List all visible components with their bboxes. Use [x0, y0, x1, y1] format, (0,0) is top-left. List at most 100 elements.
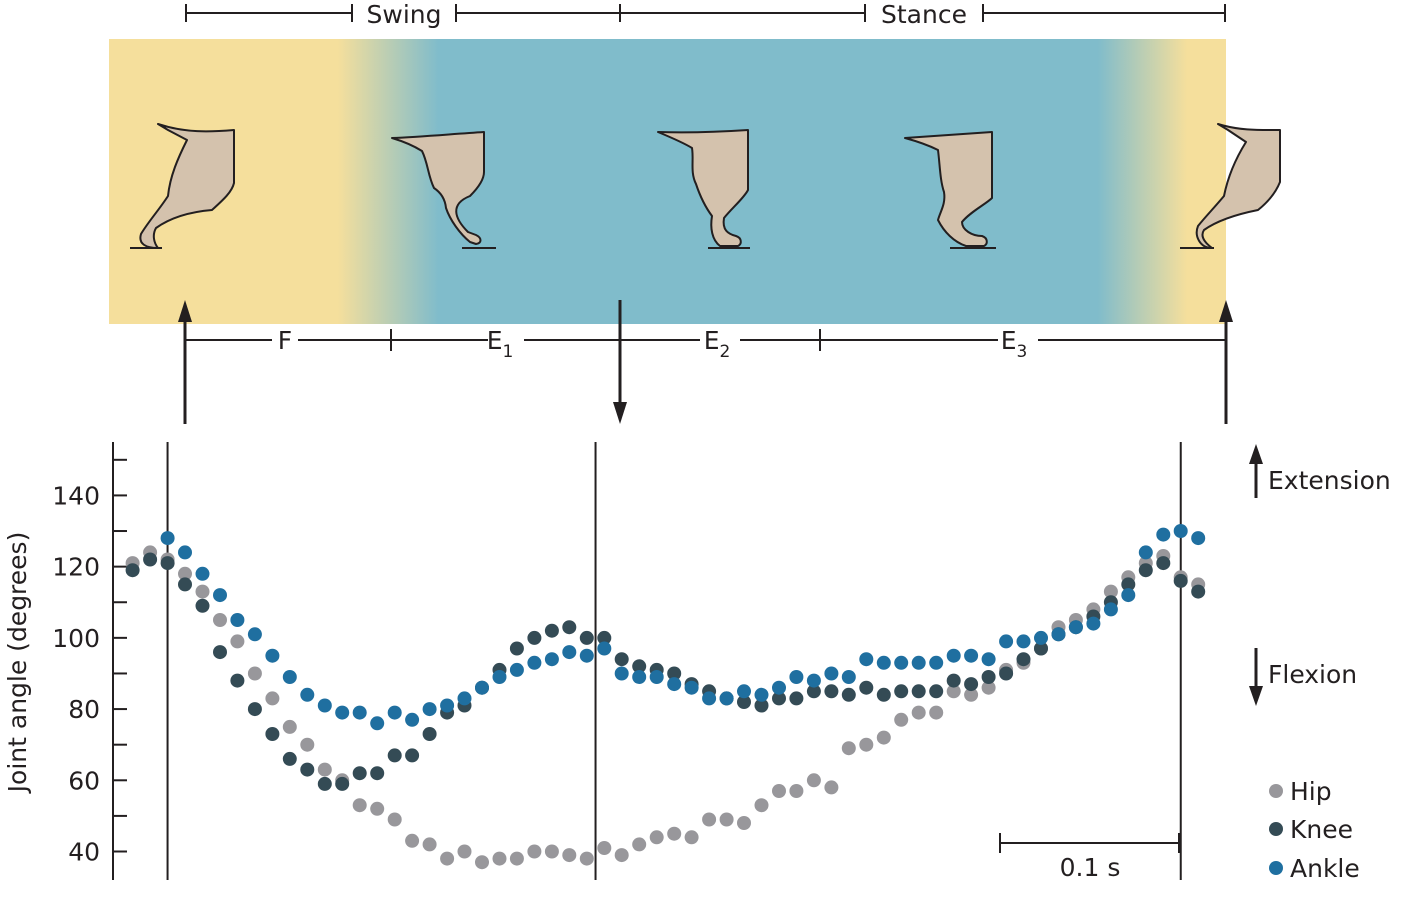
ankle-point: [597, 641, 612, 656]
hip-point: [300, 737, 315, 752]
ankle-point: [964, 648, 979, 663]
knee-point: [230, 673, 245, 688]
knee-point: [929, 684, 944, 699]
event-arrows: [178, 300, 1233, 424]
segment-e3-label: E3: [1001, 326, 1028, 362]
knee-point: [614, 652, 629, 667]
hip-point: [457, 844, 472, 859]
leg-drawing-1: [130, 123, 235, 249]
y-tick-label: 120: [52, 553, 100, 582]
knee-point: [964, 677, 979, 692]
hip-point: [527, 844, 542, 859]
hip-point: [370, 801, 385, 816]
ankle-point: [667, 677, 682, 692]
knee-point: [597, 630, 612, 645]
hip-point: [475, 855, 489, 870]
knee-point: [894, 684, 909, 699]
knee-point: [754, 698, 769, 713]
ankle-point: [684, 680, 699, 695]
knee-point: [160, 556, 175, 571]
knee-point: [282, 751, 297, 766]
ankle-point: [719, 691, 734, 706]
hip-point: [946, 684, 961, 699]
knee-point: [859, 680, 874, 695]
hip-point: [213, 613, 227, 627]
ankle-point: [859, 652, 874, 667]
ankle-point: [737, 684, 751, 699]
ankle-point: [702, 691, 717, 706]
ankle-point: [1068, 620, 1083, 635]
ankle-point: [527, 655, 542, 670]
extension-arrow-icon: [1249, 444, 1263, 464]
ankle-point: [981, 652, 996, 667]
y-tick-label: 140: [52, 481, 100, 510]
knee-point: [213, 645, 227, 660]
ankle-point: [317, 698, 332, 713]
legend-marker-knee: [1269, 822, 1283, 836]
swing-label: Swing: [367, 0, 442, 29]
knee-point: [527, 630, 542, 645]
ankle-point: [562, 645, 577, 660]
ankle-point: [544, 652, 559, 667]
flexion-arrow-icon: [1249, 686, 1263, 706]
segment-e2-label: E2: [704, 326, 731, 362]
hip-point: [265, 691, 280, 706]
ankle-point: [824, 666, 839, 681]
segment-e1-label: E1: [487, 326, 514, 362]
ankle-point: [370, 716, 385, 731]
ankle-point: [772, 680, 786, 695]
knee-point: [195, 598, 210, 613]
hip-point: [737, 816, 751, 830]
knee-point: [509, 641, 524, 656]
ankle-point: [335, 705, 350, 720]
legend-label-ankle: Ankle: [1290, 854, 1360, 883]
ankle-point: [579, 648, 594, 663]
ankle-point: [841, 670, 856, 684]
ankle-point: [387, 705, 402, 720]
hip-point: [282, 719, 297, 734]
hip-point: [684, 830, 699, 845]
knee-point: [1034, 641, 1048, 656]
ankle-point: [405, 712, 420, 727]
arrowhead-up-icon: [1219, 300, 1233, 322]
hip-point: [876, 730, 891, 745]
ankle-point: [946, 648, 961, 663]
hip-point: [824, 780, 839, 795]
hip-point: [597, 841, 612, 855]
ankle-point: [457, 691, 472, 706]
hip-point: [632, 837, 647, 852]
knee-point: [562, 620, 577, 635]
hip-point: [1103, 584, 1118, 599]
hip-point: [789, 784, 804, 798]
hip-point: [492, 851, 507, 866]
hip-point: [579, 851, 594, 866]
knee-point: [265, 727, 280, 741]
knee-point: [387, 748, 402, 763]
hip-point: [178, 566, 192, 581]
hip-point: [317, 762, 332, 777]
legend-marker-hip: [1269, 784, 1283, 798]
ankle-point: [230, 613, 245, 627]
ankle-point: [806, 673, 821, 688]
segment-e3-subscript: 3: [1016, 342, 1027, 362]
knee-point: [946, 673, 961, 688]
ankle-point: [1103, 602, 1118, 617]
hip-point: [440, 851, 455, 866]
hip-point: [195, 584, 210, 599]
knee-point: [1121, 577, 1136, 592]
knee-point: [981, 670, 996, 684]
ankle-point: [1086, 616, 1101, 631]
hip-point: [667, 826, 682, 841]
series-layer: [125, 524, 1206, 870]
ankle-point: [247, 627, 262, 642]
knee-point: [824, 684, 839, 699]
knee-point: [737, 695, 751, 709]
hip-point: [894, 712, 909, 727]
ankle-point: [999, 634, 1014, 649]
joint-angle-chart: 40 60 80 100 120 140 Joint angle (degrees): [3, 442, 1206, 880]
knee-point: [317, 776, 332, 791]
phase-color-band: [109, 39, 1226, 324]
knee-point: [125, 563, 140, 578]
knee-point: [1191, 584, 1206, 599]
arrowhead-up-icon: [178, 300, 192, 322]
